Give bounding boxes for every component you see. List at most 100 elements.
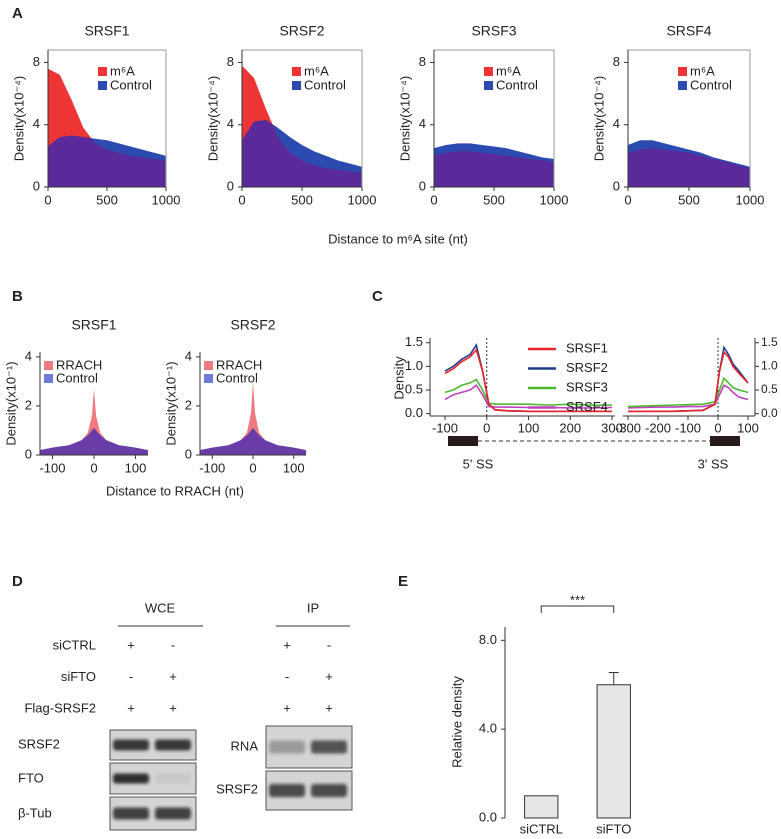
condition-label: siFTO [61, 669, 96, 684]
y-tick-label: 0 [25, 446, 32, 461]
area-overlap [48, 135, 166, 187]
x-tick-label: 1000 [348, 192, 377, 207]
legend-swatch [204, 361, 213, 370]
y-tick-label: 0 [419, 178, 426, 193]
legend-swatch [44, 374, 53, 383]
y-tick-label: 2 [185, 397, 192, 412]
x-tick-label: -100 [432, 420, 458, 435]
legend-label: SRSF2 [566, 360, 608, 375]
y-axis-label: Density(x10⁻¹) [163, 361, 178, 445]
area-overlap [242, 120, 362, 187]
condition-sign: - [327, 637, 331, 652]
line [444, 378, 612, 406]
y2-tick-label: 0.5 [761, 382, 778, 396]
x-tick-label: 100 [125, 460, 147, 475]
blot-band [155, 773, 191, 784]
legend-swatch [292, 67, 301, 76]
legend-label: SRSF3 [566, 379, 608, 394]
x-tick-label: -200 [645, 420, 671, 435]
group-header: WCE [145, 600, 176, 615]
x-tick-label: 500 [291, 192, 313, 207]
group-header: IP [307, 600, 319, 615]
y-tick-label: 4 [419, 116, 426, 131]
x-tick-label: 0 [90, 460, 97, 475]
y-axis-label: Density(x10⁻⁴) [11, 76, 26, 161]
condition-label: siCTRL [53, 637, 96, 652]
legend-label: Control [110, 77, 152, 92]
y-tick-label: 0 [185, 446, 192, 461]
x-tick-label: -300 [615, 420, 641, 435]
y-tick-label: 0 [227, 178, 234, 193]
legend-label: Control [690, 77, 732, 92]
legend-swatch [204, 374, 213, 383]
y-tick-label: 0.0 [479, 809, 497, 824]
y-tick-label: 4 [185, 348, 192, 363]
x-tick-label: siFTO [596, 821, 631, 836]
chart-title: SRSF2 [230, 317, 275, 333]
line [627, 376, 749, 408]
legend-label: RRACH [216, 357, 262, 372]
y2-tick-label: 1.0 [761, 359, 778, 373]
chart-title: SRSF1 [84, 23, 129, 39]
band-label: SRSF2 [18, 736, 60, 751]
blot-band [155, 807, 191, 820]
legend-label: RRACH [56, 357, 102, 372]
y-tick-label: 4.0 [479, 721, 497, 736]
bar [596, 684, 631, 819]
panel-letter: D [12, 573, 23, 590]
y-tick-label: 4 [613, 116, 620, 131]
chart-title: SRSF2 [279, 23, 324, 39]
panel-letter: A [12, 5, 23, 22]
y2-tick-label: 1.5 [761, 335, 778, 349]
x-tick-label: 0 [249, 460, 256, 475]
exon-box [710, 436, 740, 446]
significance-label: *** [570, 592, 585, 607]
x-tick-label: 0 [483, 420, 490, 435]
x-tick-label: 0 [714, 420, 721, 435]
legend-swatch [44, 361, 53, 370]
x-tick-label: 100 [737, 420, 759, 435]
legend-label: m⁶A [690, 63, 715, 78]
panel-letter: B [12, 288, 23, 305]
legend-label: SRSF1 [566, 340, 608, 355]
area-overlap [434, 151, 554, 187]
blot-band [311, 784, 347, 797]
area [200, 381, 306, 455]
legend-swatch [678, 67, 687, 76]
x-tick-label: 500 [483, 192, 505, 207]
band-label: SRSF2 [216, 781, 258, 796]
line [444, 348, 612, 413]
condition-sign: + [169, 700, 177, 715]
condition-sign: + [127, 700, 135, 715]
blot-band [269, 784, 305, 797]
legend-label: m⁶A [496, 63, 521, 78]
y-tick-label: 8.0 [479, 632, 497, 647]
legend-label: Control [216, 370, 258, 385]
legend-swatch [98, 67, 107, 76]
bar [524, 795, 559, 819]
x-tick-label: -100 [675, 420, 701, 435]
legend-swatch [484, 81, 493, 90]
legend-swatch [98, 81, 107, 90]
line [628, 345, 749, 413]
panel-letter: C [372, 288, 383, 305]
condition-sign: + [283, 637, 291, 652]
splice-site-label: 5' SS [463, 456, 494, 471]
y-axis-label: Relative density [449, 676, 464, 768]
blot-band [269, 740, 305, 754]
blot-band [113, 773, 149, 784]
area [40, 388, 148, 455]
y-tick-label: 8 [227, 54, 234, 69]
condition-sign: + [283, 700, 291, 715]
x-tick-label: 100 [518, 420, 540, 435]
legend-label: Control [56, 370, 98, 385]
y-axis-label: Density [391, 356, 406, 400]
y-tick-label: 4 [227, 116, 234, 131]
splice-site-label: 3' SS [698, 456, 729, 471]
y-tick-label: 1.5 [405, 334, 423, 349]
legend-label: Control [304, 77, 346, 92]
legend-label: m⁶A [110, 63, 135, 78]
legend-label: m⁶A [304, 63, 329, 78]
x-tick-label: 0 [238, 192, 245, 207]
